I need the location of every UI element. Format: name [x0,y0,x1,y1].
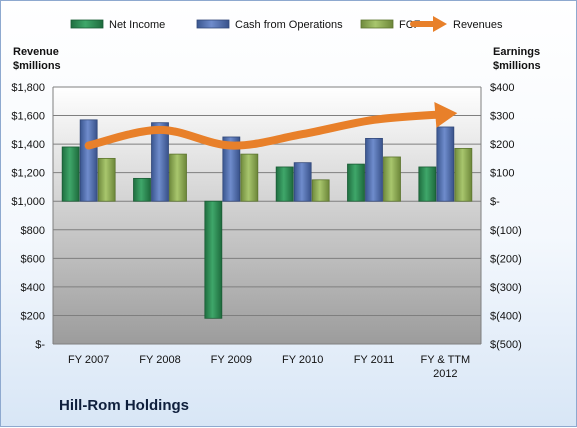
x-tick-label: FY 2008 [139,354,180,366]
right-tick-label: $(100) [490,225,522,237]
left-axis-title-line1: Revenue [13,46,59,58]
right-axis-title: Earnings $millions [493,45,541,73]
right-tick-label: $100 [490,168,514,180]
bar-net-income [133,177,151,202]
legend-arrowhead [433,16,447,32]
left-tick-label: $200 [21,310,45,322]
x-tick-label: FY 2009 [211,354,252,366]
x-axis-ticks: FY 2007 FY 2008 FY 2009 FY 2010 FY 2011 FY & … [68,354,470,380]
left-tick-label: $1,200 [11,168,45,180]
revenue-arrowhead [434,101,458,128]
legend-swatch-fcf [360,19,394,29]
x-tick-label: FY & TTM 2012 [420,354,470,380]
right-tick-label: $(200) [490,253,522,265]
right-tick-label: $300 [490,111,514,123]
bar-fcf [169,153,187,202]
left-tick-label: $600 [21,253,45,265]
legend-label: Revenues [453,19,503,31]
left-tick-label: $1,800 [11,82,45,94]
left-tick-label: $- [35,339,45,351]
bar-net-income [418,166,437,202]
right-axis-title-line1: Earnings [493,46,541,58]
right-tick-label: $(400) [490,310,522,322]
bar-fcf [454,147,473,202]
left-axis-title-line2: $millions [13,60,61,72]
bar-net-income [61,146,80,202]
bar-net-income [275,166,294,202]
bar-cash-from-operations [436,126,455,202]
legend-swatch-cash-from-operations [196,19,230,29]
right-tick-label: $400 [490,82,514,94]
left-tick-label: $800 [21,225,45,237]
bar-cash-from-operations [151,122,169,202]
grid-lines [52,86,482,345]
legend-label: Net Income [109,19,165,31]
bar-fcf [97,157,116,202]
right-tick-label: $200 [490,139,514,151]
x-tick-label: FY 2011 [354,354,395,366]
bar-fcf [311,179,330,202]
bars-group [61,119,473,319]
legend-swatch-net-income [70,19,104,29]
bar-net-income [204,200,223,319]
legend-label: Cash from Operations [235,19,343,31]
right-tick-label: $(500) [490,339,522,351]
legend: Net Income Cash from Operations FCF Revenue… [70,16,503,32]
left-axis-title: Revenue $millions [13,45,61,73]
left-tick-label: $1,600 [11,111,45,123]
left-tick-label: $1,000 [11,196,45,208]
bar-cash-from-operations [365,137,383,202]
bar-fcf [383,156,401,202]
x-tick-label: FY 2007 [68,354,109,366]
left-tick-label: $400 [21,282,45,294]
bar-cash-from-operations [222,136,241,202]
bar-fcf [240,153,259,202]
bar-cash-from-operations [79,119,98,202]
chart-title: Hill-Rom Holdings [59,397,189,414]
x-tick-label: FY 2010 [282,354,323,366]
right-tick-label: $(300) [490,282,522,294]
right-axis-title-line2: $millions [493,60,541,72]
right-tick-label: $- [490,196,500,208]
revenue-arrow-group [84,101,458,150]
bar-net-income [347,163,365,202]
right-axis-ticks: $(500) $(400) $(300) $(200) $(100) $- $100 $200… [490,82,522,351]
left-axis-ticks: $- $200 $400 $600 $800 $1,000 $1,200 $1,400 $1,6… [11,82,45,351]
bar-cash-from-operations [293,162,312,202]
left-tick-label: $1,400 [11,139,45,151]
revenue-line [84,110,450,150]
plot-area [53,87,481,344]
